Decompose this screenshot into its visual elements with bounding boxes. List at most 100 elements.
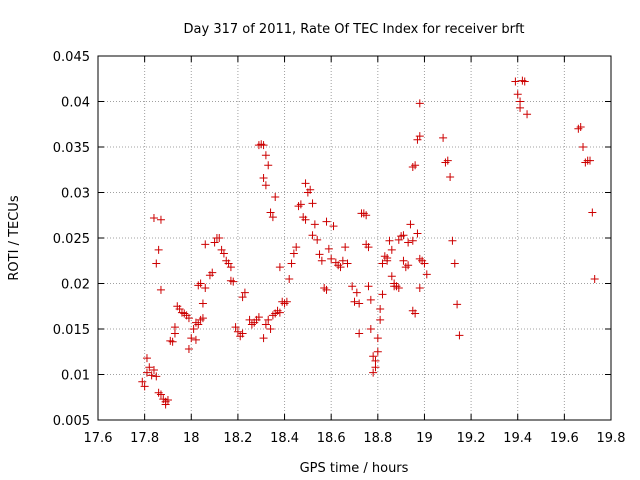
data-point: [348, 282, 357, 291]
data-point: [264, 315, 273, 324]
plot-frame: [97, 55, 612, 421]
data-point: [443, 156, 452, 165]
data-point: [292, 243, 301, 252]
data-point: [152, 372, 161, 381]
data-point: [516, 97, 525, 106]
data-point: [266, 325, 275, 333]
data-point: [196, 279, 205, 288]
chart-title: Day 317 of 2011, Rate Of TEC Index for r…: [184, 22, 525, 37]
data-point: [422, 270, 431, 279]
data-point: [142, 354, 151, 363]
data-point: [366, 295, 375, 304]
data-point: [271, 193, 280, 202]
data-point: [579, 143, 588, 151]
data-point: [520, 77, 529, 86]
data-point: [373, 334, 382, 343]
data-point: [259, 173, 268, 182]
data-point: [184, 345, 193, 354]
data-point: [341, 243, 350, 252]
data-point: [226, 263, 235, 272]
data-point: [376, 315, 385, 324]
x-axis-label: GPS time / hours: [300, 461, 409, 476]
data-point: [350, 297, 359, 306]
data-point: [327, 254, 336, 263]
data-point: [513, 90, 522, 99]
data-point: [322, 285, 331, 294]
data-point: [189, 325, 198, 333]
data-point: [266, 208, 275, 217]
data-point: [208, 268, 217, 277]
axis-ticks: 17.6 17.8 18 18.2 18.4 18.6 18.8 19 19.2 19.4 19.6…: [53, 50, 626, 446]
data-point: [394, 284, 403, 293]
data-point: [404, 261, 413, 270]
data-point: [355, 329, 364, 338]
y-tick-label: 0.035: [53, 141, 90, 156]
data-point: [324, 244, 333, 253]
data-point: [268, 213, 277, 222]
data-point: [140, 382, 149, 391]
data-point: [156, 285, 165, 294]
data-point: [415, 284, 424, 293]
y-axis-label: ROTI / TECUs: [7, 195, 22, 280]
data-point: [329, 222, 338, 231]
data-point: [285, 274, 294, 283]
data-point: [308, 231, 317, 240]
data-point: [378, 290, 387, 299]
data-point: [364, 243, 373, 252]
x-tick-label: 19.2: [457, 431, 486, 446]
data-point: [448, 236, 457, 245]
data-point: [590, 274, 599, 283]
data-point: [245, 315, 254, 324]
data-point: [238, 329, 247, 338]
data-point: [586, 156, 595, 165]
data-point: [264, 161, 273, 170]
data-point: [261, 151, 270, 160]
data-point: [184, 314, 193, 323]
data-point: [229, 277, 238, 286]
x-tick-label: 18: [183, 431, 200, 446]
data-point: [369, 368, 378, 377]
data-point: [588, 208, 597, 217]
data-point: [210, 238, 219, 247]
data-point: [233, 327, 242, 336]
data-point: [450, 259, 459, 268]
data-point: [201, 284, 210, 293]
data-point: [378, 259, 387, 268]
data-point: [399, 256, 408, 265]
data-point: [352, 288, 361, 297]
data-point: [322, 217, 331, 226]
data-point: [275, 308, 284, 317]
data-point: [404, 238, 413, 247]
data-point: [308, 199, 317, 208]
data-point: [170, 323, 179, 332]
data-point: [385, 236, 394, 245]
data-point: [415, 132, 424, 141]
data-point: [411, 161, 420, 170]
data-point: [399, 231, 408, 240]
data-point: [511, 77, 520, 86]
y-tick-label: 0.04: [61, 96, 90, 111]
y-tick-label: 0.03: [61, 187, 90, 202]
data-point: [455, 331, 464, 340]
data-point: [317, 256, 326, 265]
data-point: [313, 235, 322, 244]
data-point: [201, 240, 210, 249]
data-point: [411, 309, 420, 318]
data-point: [453, 300, 462, 309]
data-point: [387, 272, 396, 281]
y-tick-label: 0.045: [53, 50, 90, 65]
data-point: [194, 320, 203, 329]
data-point: [238, 293, 247, 302]
data-point: [408, 236, 417, 245]
data-point: [362, 211, 371, 220]
data-point: [259, 141, 268, 150]
data-point: [261, 320, 270, 329]
data-point: [355, 299, 364, 308]
data-point: [296, 200, 305, 209]
data-point: [156, 390, 165, 399]
data-point: [371, 356, 380, 365]
y-tick-label: 0.01: [61, 369, 90, 384]
data-point: [420, 259, 429, 268]
data-point: [215, 234, 224, 242]
x-tick-label: 19: [416, 431, 433, 446]
